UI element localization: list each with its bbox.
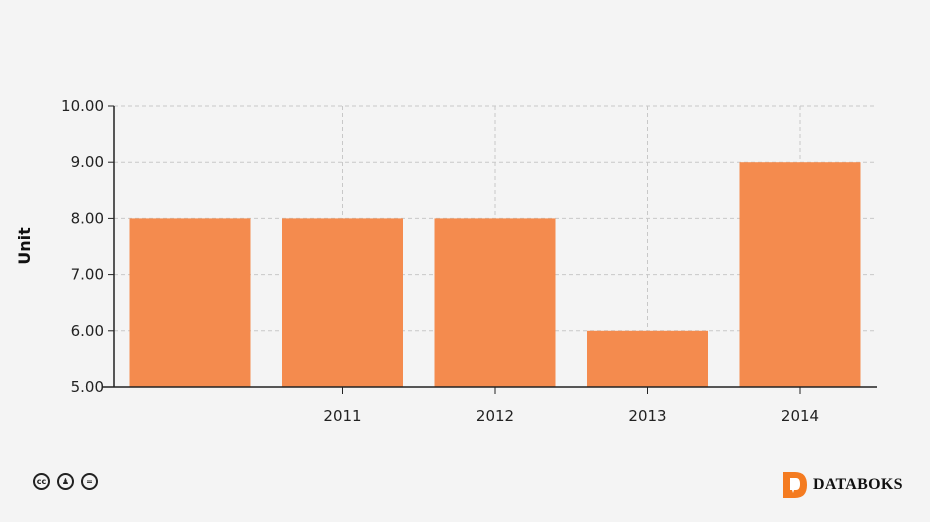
y-tick-label: 8.00 (71, 209, 104, 227)
no-derivatives-icon: = (81, 473, 98, 490)
bar-2013 (587, 330, 708, 387)
y-tick-label: 6.00 (71, 322, 104, 340)
attribution-icon: ♟ (57, 473, 74, 490)
databoks-logo: DATABOKS (783, 472, 903, 498)
bar-2011 (282, 218, 403, 387)
y-tick-label: 9.00 (71, 153, 104, 171)
y-tick-label: 7.00 (71, 266, 104, 284)
x-tick-label: 2014 (781, 407, 819, 425)
x-tick-label: 2011 (323, 407, 361, 425)
x-tick-label: 2013 (628, 407, 666, 425)
cc-icon: cc (33, 473, 50, 490)
y-tick-label: 10.00 (61, 97, 104, 115)
databoks-logo-icon (783, 472, 807, 498)
x-tick-label: 2012 (476, 407, 514, 425)
brand-name: DATABOKS (813, 476, 903, 493)
y-axis-label: Unit (15, 227, 34, 265)
bar-first (129, 218, 251, 387)
license-icons: cc ♟ = (33, 473, 98, 490)
bar-2012 (434, 218, 556, 387)
y-tick-label: 5.00 (71, 378, 104, 396)
bar-2014 (739, 162, 861, 387)
